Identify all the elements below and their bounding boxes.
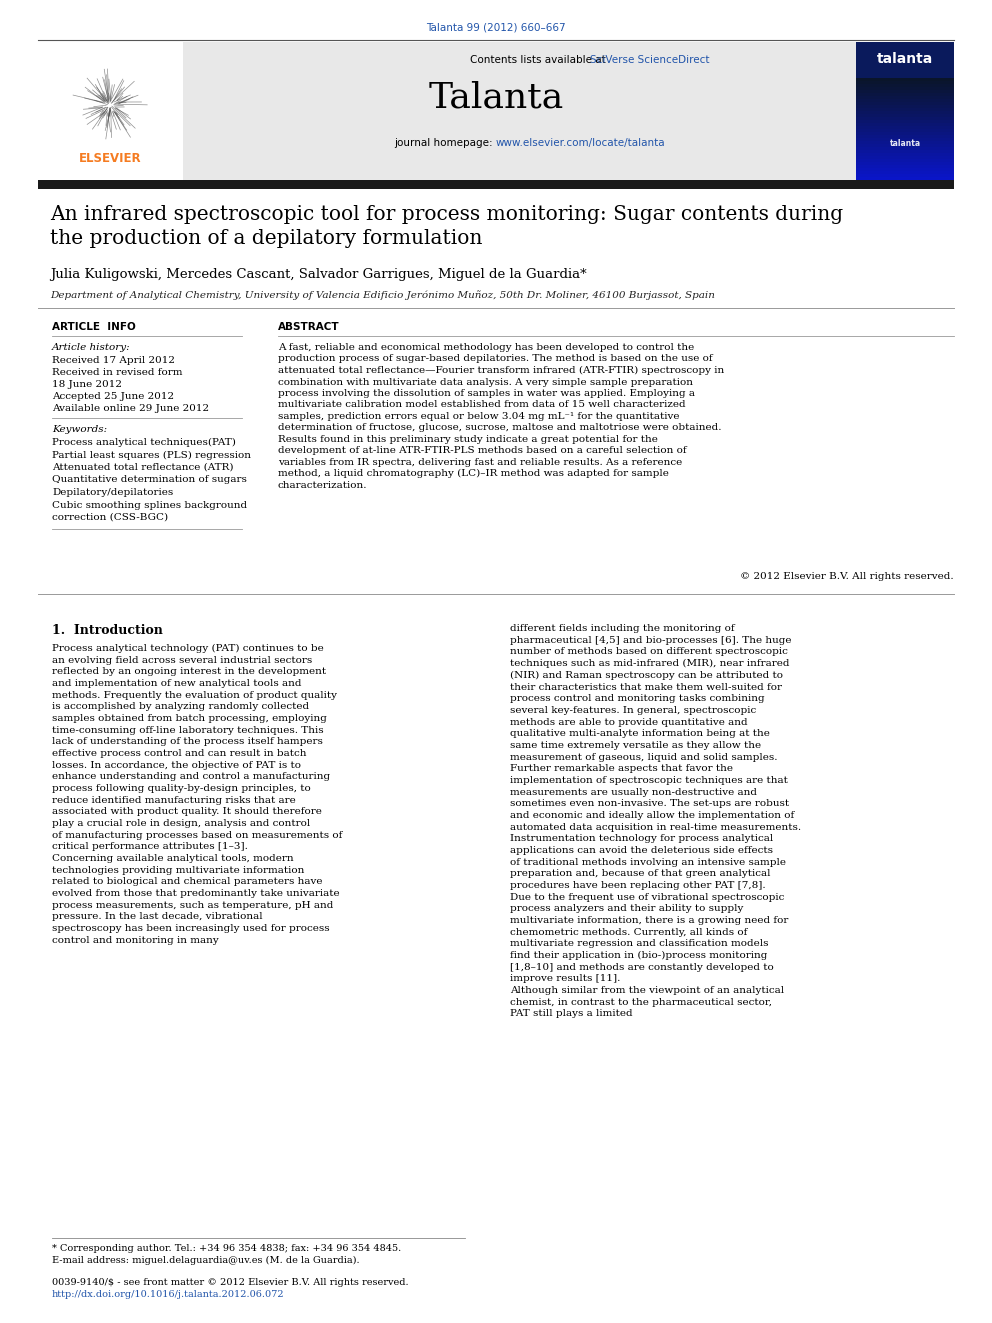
- FancyBboxPatch shape: [856, 175, 954, 177]
- FancyBboxPatch shape: [856, 144, 954, 147]
- FancyBboxPatch shape: [856, 102, 954, 105]
- Text: SciVerse ScienceDirect: SciVerse ScienceDirect: [590, 56, 710, 65]
- FancyBboxPatch shape: [856, 147, 954, 149]
- Text: © 2012 Elsevier B.V. All rights reserved.: © 2012 Elsevier B.V. All rights reserved…: [740, 572, 954, 581]
- Text: talanta: talanta: [890, 139, 921, 148]
- Text: Quantitative determination of sugars: Quantitative determination of sugars: [52, 475, 247, 484]
- FancyBboxPatch shape: [856, 105, 954, 108]
- FancyBboxPatch shape: [856, 120, 954, 123]
- Text: journal homepage:: journal homepage:: [394, 138, 496, 148]
- Text: Article history:: Article history:: [52, 343, 131, 352]
- Text: 0039-9140/$ - see front matter © 2012 Elsevier B.V. All rights reserved.: 0039-9140/$ - see front matter © 2012 El…: [52, 1278, 409, 1287]
- Text: www.elsevier.com/locate/talanta: www.elsevier.com/locate/talanta: [496, 138, 666, 148]
- Text: Received 17 April 2012: Received 17 April 2012: [52, 356, 175, 365]
- Text: 18 June 2012: 18 June 2012: [52, 380, 122, 389]
- FancyBboxPatch shape: [856, 81, 954, 83]
- FancyBboxPatch shape: [856, 93, 954, 97]
- Text: http://dx.doi.org/10.1016/j.talanta.2012.06.072: http://dx.doi.org/10.1016/j.talanta.2012…: [52, 1290, 285, 1299]
- Text: Contents lists available at: Contents lists available at: [470, 56, 609, 65]
- FancyBboxPatch shape: [856, 114, 954, 116]
- Text: Talanta: Talanta: [429, 79, 563, 114]
- Text: A fast, reliable and economical methodology has been developed to control the
pr: A fast, reliable and economical methodol…: [278, 343, 724, 490]
- Text: Talanta 99 (2012) 660–667: Talanta 99 (2012) 660–667: [427, 22, 565, 32]
- FancyBboxPatch shape: [856, 97, 954, 99]
- Text: * Corresponding author. Tel.: +34 96 354 4838; fax: +34 96 354 4845.: * Corresponding author. Tel.: +34 96 354…: [52, 1244, 401, 1253]
- FancyBboxPatch shape: [856, 153, 954, 156]
- Text: ELSEVIER: ELSEVIER: [78, 152, 141, 165]
- FancyBboxPatch shape: [856, 78, 954, 81]
- FancyBboxPatch shape: [38, 180, 954, 189]
- Text: different fields including the monitoring of
pharmaceutical [4,5] and bio-proces: different fields including the monitorin…: [510, 624, 802, 1019]
- FancyBboxPatch shape: [856, 161, 954, 165]
- FancyBboxPatch shape: [856, 156, 954, 159]
- FancyBboxPatch shape: [856, 138, 954, 142]
- FancyBboxPatch shape: [856, 149, 954, 153]
- Text: 1.  Introduction: 1. Introduction: [52, 624, 163, 636]
- FancyBboxPatch shape: [856, 108, 954, 111]
- FancyBboxPatch shape: [856, 159, 954, 161]
- FancyBboxPatch shape: [856, 142, 954, 144]
- Text: Keywords:: Keywords:: [52, 425, 107, 434]
- FancyBboxPatch shape: [38, 42, 856, 180]
- FancyBboxPatch shape: [856, 90, 954, 93]
- FancyBboxPatch shape: [856, 177, 954, 180]
- Text: Accepted 25 June 2012: Accepted 25 June 2012: [52, 392, 175, 401]
- FancyBboxPatch shape: [856, 126, 954, 130]
- FancyBboxPatch shape: [856, 180, 954, 183]
- FancyBboxPatch shape: [856, 168, 954, 171]
- Text: Partial least squares (PLS) regression: Partial least squares (PLS) regression: [52, 451, 251, 459]
- Text: An infrared spectroscopic tool for process monitoring: Sugar contents during
the: An infrared spectroscopic tool for proce…: [50, 205, 843, 249]
- Text: Attenuated total reflectance (ATR): Attenuated total reflectance (ATR): [52, 463, 233, 472]
- Text: Cubic smoothing splines background: Cubic smoothing splines background: [52, 500, 247, 509]
- Text: talanta: talanta: [877, 52, 933, 66]
- FancyBboxPatch shape: [856, 165, 954, 168]
- FancyBboxPatch shape: [856, 130, 954, 132]
- FancyBboxPatch shape: [856, 135, 954, 138]
- FancyBboxPatch shape: [856, 116, 954, 120]
- Text: Received in revised form: Received in revised form: [52, 368, 183, 377]
- FancyBboxPatch shape: [856, 42, 954, 180]
- Text: Process analytical technology (PAT) continues to be
an evolving field across sev: Process analytical technology (PAT) cont…: [52, 644, 342, 945]
- Text: Available online 29 June 2012: Available online 29 June 2012: [52, 404, 209, 413]
- Text: Department of Analytical Chemistry, University of Valencia Edificio Jerónimo Muñ: Department of Analytical Chemistry, Univ…: [50, 290, 715, 300]
- Text: Depilatory/depilatories: Depilatory/depilatories: [52, 488, 174, 497]
- Text: E-mail address: miguel.delaguardia@uv.es (M. de la Guardia).: E-mail address: miguel.delaguardia@uv.es…: [52, 1256, 360, 1265]
- FancyBboxPatch shape: [856, 171, 954, 175]
- FancyBboxPatch shape: [856, 111, 954, 114]
- FancyBboxPatch shape: [856, 132, 954, 135]
- Text: ARTICLE  INFO: ARTICLE INFO: [52, 321, 136, 332]
- FancyBboxPatch shape: [856, 99, 954, 102]
- Text: Julia Kuligowski, Mercedes Cascant, Salvador Garrigues, Miguel de la Guardia*: Julia Kuligowski, Mercedes Cascant, Salv…: [50, 269, 586, 280]
- FancyBboxPatch shape: [856, 87, 954, 90]
- FancyBboxPatch shape: [38, 42, 183, 180]
- FancyBboxPatch shape: [856, 123, 954, 126]
- Text: ABSTRACT: ABSTRACT: [278, 321, 339, 332]
- FancyBboxPatch shape: [856, 83, 954, 87]
- Text: correction (CSS-BGC): correction (CSS-BGC): [52, 513, 168, 523]
- Text: Process analytical techniques(PAT): Process analytical techniques(PAT): [52, 438, 236, 447]
